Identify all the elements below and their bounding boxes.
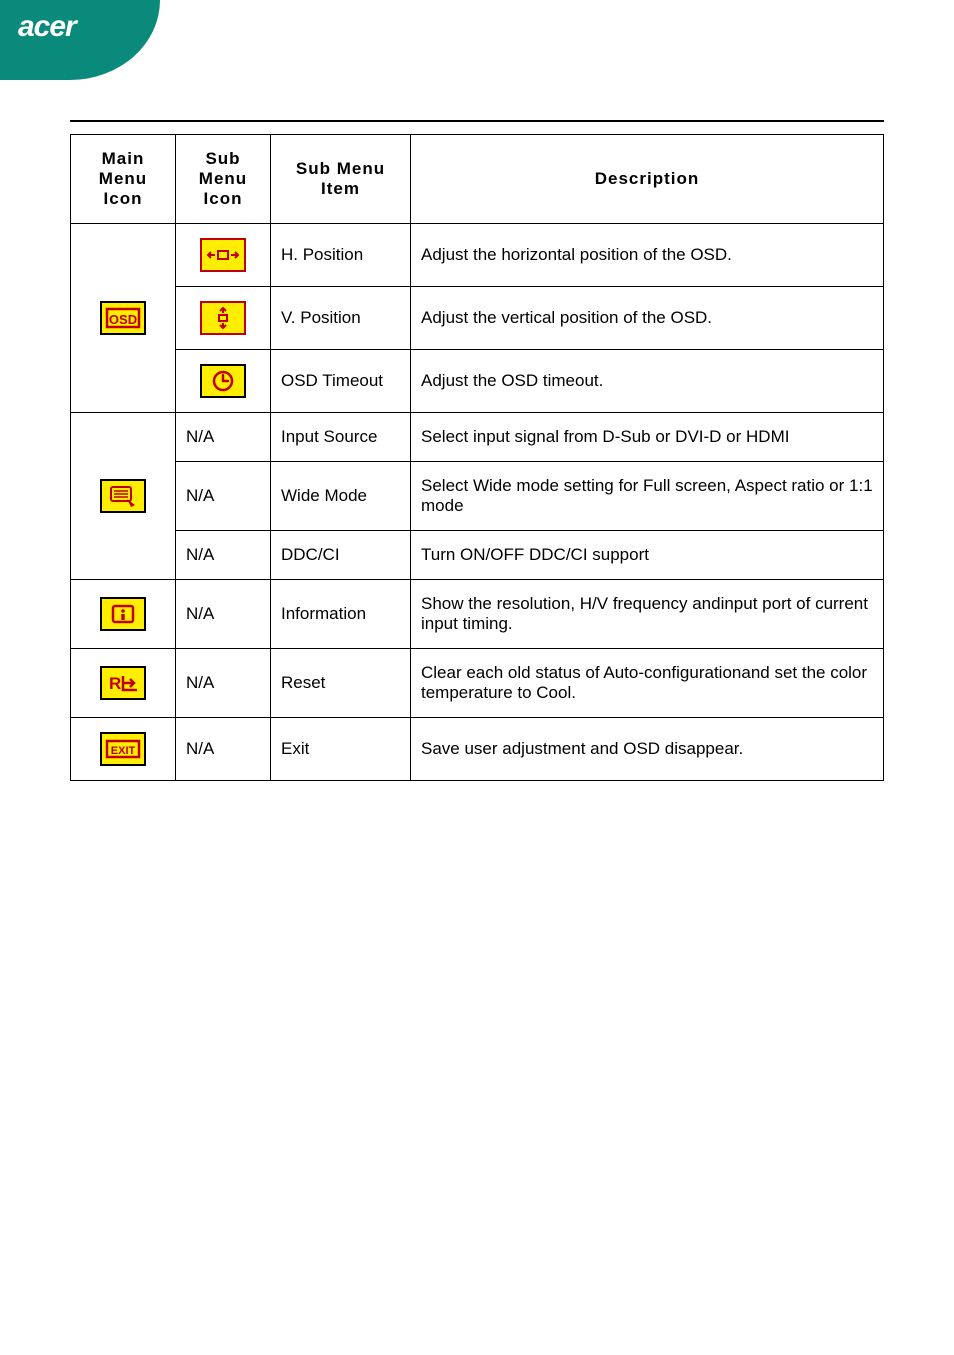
reset-icon: R [100, 666, 146, 700]
desc-input: Select input signal from D-Sub or DVI-D … [411, 413, 884, 462]
sub-na: N/A [176, 413, 271, 462]
table-row: N/A DDC/CI Turn ON/OFF DDC/CI support [71, 531, 884, 580]
table-row: N/A Information Show the resolution, H/V… [71, 580, 884, 649]
osd-icon: OSD [100, 301, 146, 335]
desc-timeout: Adjust the OSD timeout. [411, 350, 884, 413]
sub-na: N/A [176, 649, 271, 718]
header-sub-icon: Sub Menu Icon [176, 135, 271, 224]
v-position-icon [200, 301, 246, 335]
brand-text: acer [18, 10, 76, 44]
osd-menu-table: Main Menu Icon Sub Menu Icon Sub Menu It… [70, 134, 884, 781]
svg-text:OSD: OSD [109, 312, 137, 327]
svg-text:R: R [109, 674, 121, 693]
item-exit: Exit [271, 718, 411, 781]
desc-ddcci: Turn ON/OFF DDC/CI support [411, 531, 884, 580]
table-row: V. Position Adjust the vertical position… [71, 287, 884, 350]
desc-vpos: Adjust the vertical position of the OSD. [411, 287, 884, 350]
sub-icon-timeout [176, 350, 271, 413]
item-vpos: V. Position [271, 287, 411, 350]
desc-wide: Select Wide mode setting for Full screen… [411, 462, 884, 531]
item-input: Input Source [271, 413, 411, 462]
sub-na: N/A [176, 718, 271, 781]
sub-icon-vpos [176, 287, 271, 350]
table-row: OSD H. Position Adjust the horizontal po [71, 224, 884, 287]
main-icon-osd: OSD [71, 224, 176, 413]
table-row: EXIT N/A Exit Save user adjustment and O… [71, 718, 884, 781]
item-info: Information [271, 580, 411, 649]
table-row: OSD Timeout Adjust the OSD timeout. [71, 350, 884, 413]
table-header-row: Main Menu Icon Sub Menu Icon Sub Menu It… [71, 135, 884, 224]
item-reset: Reset [271, 649, 411, 718]
item-hpos: H. Position [271, 224, 411, 287]
header-main-icon: Main Menu Icon [71, 135, 176, 224]
item-wide: Wide Mode [271, 462, 411, 531]
exit-icon: EXIT [100, 732, 146, 766]
main-icon-exit: EXIT [71, 718, 176, 781]
sub-na: N/A [176, 462, 271, 531]
table-row: N/A Input Source Select input signal fro… [71, 413, 884, 462]
top-rule [70, 120, 884, 122]
information-icon [100, 597, 146, 631]
table-row: R N/A Reset Clear each old status of Aut… [71, 649, 884, 718]
item-ddcci: DDC/CI [271, 531, 411, 580]
osd-timeout-icon [200, 364, 246, 398]
main-icon-settings [71, 413, 176, 580]
table-row: N/A Wide Mode Select Wide mode setting f… [71, 462, 884, 531]
sub-na: N/A [176, 531, 271, 580]
header-sub-item: Sub Menu Item [271, 135, 411, 224]
settings-icon [100, 479, 146, 513]
h-position-icon [200, 238, 246, 272]
sub-icon-hpos [176, 224, 271, 287]
page-content: Main Menu Icon Sub Menu Icon Sub Menu It… [0, 0, 954, 781]
desc-hpos: Adjust the horizontal position of the OS… [411, 224, 884, 287]
header-description: Description [411, 135, 884, 224]
main-icon-reset: R [71, 649, 176, 718]
sub-na: N/A [176, 580, 271, 649]
item-timeout: OSD Timeout [271, 350, 411, 413]
main-icon-info [71, 580, 176, 649]
desc-exit: Save user adjustment and OSD disappear. [411, 718, 884, 781]
desc-reset: Clear each old status of Auto-configurat… [411, 649, 884, 718]
desc-info: Show the resolution, H/V frequency andin… [411, 580, 884, 649]
svg-text:EXIT: EXIT [111, 745, 136, 757]
